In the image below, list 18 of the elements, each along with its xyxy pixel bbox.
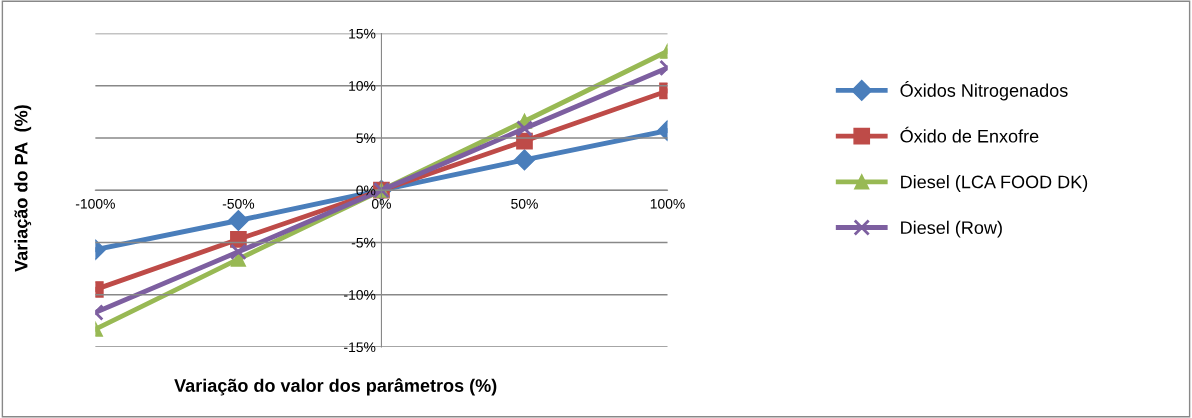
- legend-label: Diesel (LCA FOOD DK): [901, 175, 1088, 192]
- legend-label: Óxido de Enxofre: [900, 126, 1039, 143]
- y-axis-title: Variação do PA (%): [14, 105, 32, 272]
- x-tick-label: -50%: [222, 198, 255, 209]
- y-tick-label: -5%: [351, 237, 376, 248]
- legend-label: Diesel (Row): [901, 220, 1002, 238]
- x-tick-label: 50%: [511, 198, 538, 209]
- y-tick-label: -15%: [344, 342, 376, 353]
- y-tick-label: 5%: [356, 133, 376, 144]
- x-axis-title: Variação do valor dos parâmetros (%): [174, 378, 497, 396]
- x-tick-label: 100%: [650, 198, 685, 209]
- legend-label: Óxidos Nitrogenados: [900, 81, 1068, 101]
- x-tick-label: 0%: [371, 198, 391, 209]
- y-tick-label: 10%: [349, 81, 376, 91]
- y-tick-label: 15%: [349, 28, 376, 39]
- y-tick-label: -10%: [344, 290, 376, 300]
- x-tick-label: -100%: [75, 198, 115, 209]
- point: [513, 149, 535, 171]
